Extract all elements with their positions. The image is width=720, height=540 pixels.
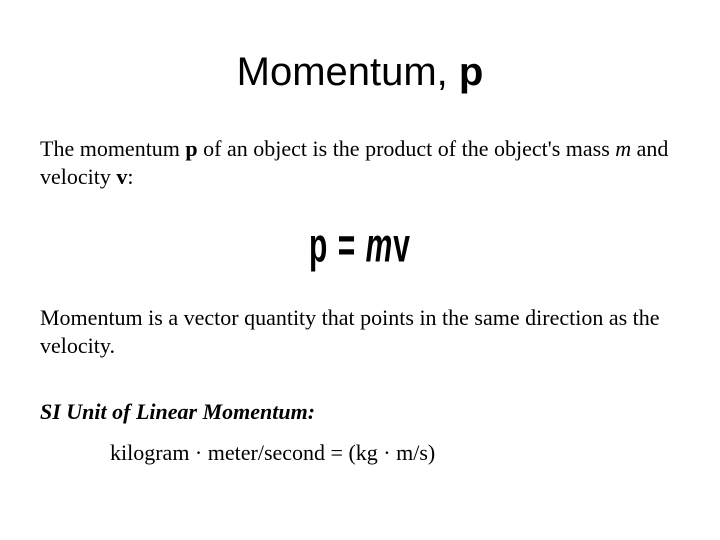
si-unit-heading: SI Unit of Linear Momentum: [40, 399, 680, 425]
formula-p: p [309, 220, 328, 273]
formula-eq: = [328, 220, 365, 273]
formula-m: m [366, 220, 394, 273]
definition-p: p [185, 136, 197, 161]
formula-block: p = mv [40, 230, 680, 264]
si-unit-value: kilogram · meter/second = (kg · m/s) [110, 440, 680, 466]
definition-text: The momentum p of an object is the produ… [40, 135, 680, 190]
title-symbol: p [459, 50, 483, 94]
title-prefix: Momentum, [237, 50, 459, 94]
definition-v: v [116, 164, 127, 189]
definition-part4: : [127, 164, 133, 189]
formula-equation: p = mv [309, 220, 411, 274]
definition-m: m [615, 136, 631, 161]
definition-part1: The momentum [40, 136, 185, 161]
formula-v: v [393, 220, 411, 273]
definition-part2: of an object is the product of the objec… [198, 136, 616, 161]
slide-title: Momentum, p [40, 50, 680, 95]
vector-note: Momentum is a vector quantity that point… [40, 304, 680, 359]
